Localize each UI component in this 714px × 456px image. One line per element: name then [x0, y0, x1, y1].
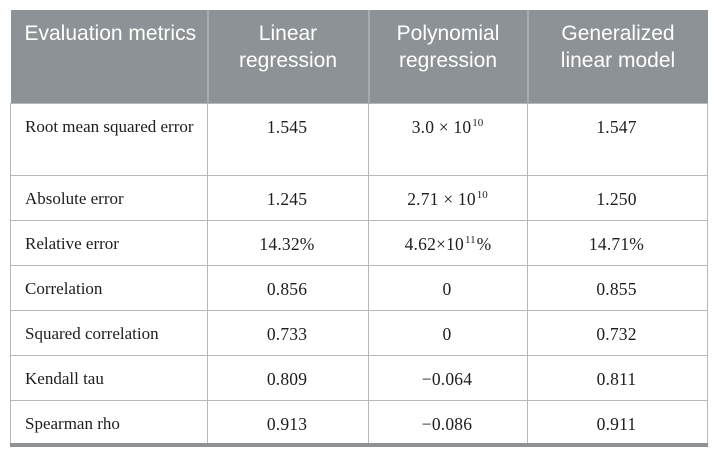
table-row-correlation: Correlation 0.856 0 0.855 — [10, 264, 708, 311]
row-label: Spearman rho — [10, 399, 208, 446]
value-cell: 4.62×1011% — [368, 219, 528, 266]
value-text: 0.911 — [596, 413, 637, 434]
evaluation-metrics-table: Evaluation metrics Linear regression Pol… — [10, 10, 708, 447]
value-cell: 1.545 — [207, 102, 369, 176]
value-cell: 3.0 × 1010 — [368, 102, 528, 176]
value-text: −0.064 — [421, 368, 473, 389]
value-cell: 0.809 — [207, 354, 369, 401]
value-text: 0 — [442, 278, 452, 299]
value-cell: 0 — [368, 309, 528, 356]
value-cell: 14.32% — [207, 219, 369, 266]
value-cell: 0.911 — [527, 399, 708, 446]
row-label: Relative error — [10, 219, 208, 266]
value-cell: 1.547 — [527, 102, 708, 176]
value-text: 1.547 — [596, 116, 637, 137]
value-cell: 0.913 — [207, 399, 369, 446]
value-text: 0.811 — [596, 368, 637, 389]
row-label: Absolute error — [10, 174, 208, 221]
value-text: 3.0 × 10 — [411, 116, 472, 137]
value-text: −0.086 — [421, 413, 473, 434]
value-text: 0.913 — [266, 413, 308, 434]
value-text: 14.32% — [259, 233, 315, 254]
value-text: 1.245 — [266, 188, 308, 209]
value-exponent: 10 — [472, 116, 484, 129]
table-row-rmse: Root mean squared error 1.545 3.0 × 1010… — [10, 102, 708, 176]
value-exponent: 10 — [476, 188, 488, 201]
col-header-polynomial-regression: Polynomial regression — [367, 10, 528, 103]
value-text: 2.71 × 10 — [407, 188, 476, 209]
row-label: Squared correlation — [10, 309, 208, 356]
value-suffix: % — [476, 233, 492, 254]
table-row-kendall-tau: Kendall tau 0.809 −0.064 0.811 — [10, 354, 708, 401]
value-text: 0.733 — [266, 323, 308, 344]
col-header-linear-regression: Linear regression — [206, 10, 369, 103]
value-cell: 0.856 — [207, 264, 369, 311]
value-text: 0.855 — [596, 278, 637, 299]
table-row-spearman-rho: Spearman rho 0.913 −0.086 0.911 — [10, 399, 708, 446]
col-header-generalized-linear-model: Generalized linear model — [526, 10, 708, 103]
value-text: 0.732 — [596, 323, 637, 344]
row-label: Root mean squared error — [10, 102, 208, 176]
value-text: 1.545 — [266, 116, 308, 137]
row-label: Correlation — [10, 264, 208, 311]
value-cell: 0 — [368, 264, 528, 311]
row-label: Kendall tau — [10, 354, 208, 401]
value-cell: 1.245 — [207, 174, 369, 221]
value-cell: 2.71 × 1010 — [368, 174, 528, 221]
table-header-row: Evaluation metrics Linear regression Pol… — [10, 10, 708, 103]
table-row-squared-correlation: Squared correlation 0.733 0 0.732 — [10, 309, 708, 356]
value-cell: 1.250 — [527, 174, 708, 221]
table-row-absolute-error: Absolute error 1.245 2.71 × 1010 1.250 — [10, 174, 708, 221]
table-row-relative-error: Relative error 14.32% 4.62×1011% 14.71% — [10, 219, 708, 266]
value-exponent: 11 — [465, 233, 476, 246]
value-cell: 0.811 — [527, 354, 708, 401]
value-cell: −0.064 — [368, 354, 528, 401]
col-header-evaluation-metrics: Evaluation metrics — [10, 10, 208, 103]
value-cell: 0.732 — [527, 309, 708, 356]
value-cell: 0.733 — [207, 309, 369, 356]
value-text: 0 — [442, 323, 452, 344]
value-text: 14.71% — [588, 233, 645, 254]
value-text: 0.856 — [266, 278, 308, 299]
value-text: 0.809 — [266, 368, 308, 389]
value-text: 1.250 — [596, 188, 637, 209]
value-cell: −0.086 — [368, 399, 528, 446]
value-cell: 14.71% — [527, 219, 708, 266]
value-text: 4.62×10 — [404, 233, 465, 254]
value-cell: 0.855 — [527, 264, 708, 311]
